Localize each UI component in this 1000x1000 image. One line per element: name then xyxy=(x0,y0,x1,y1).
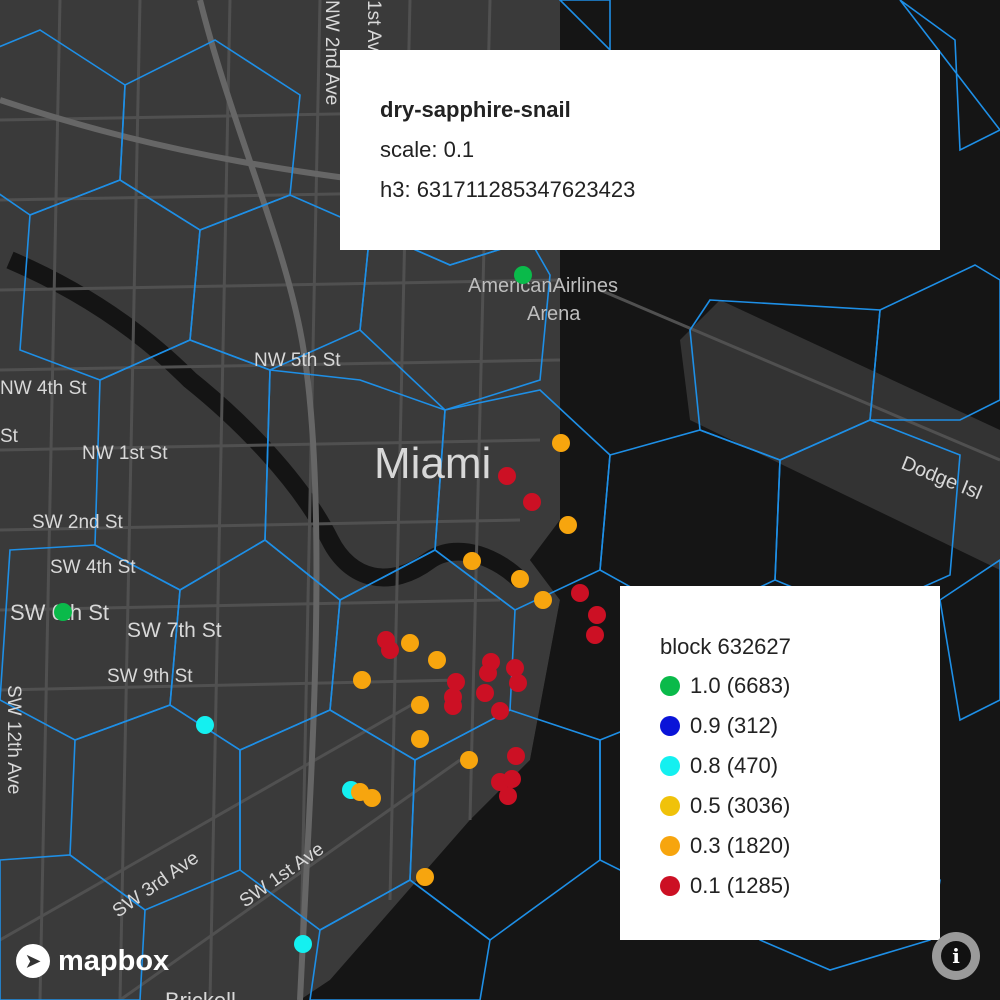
point-0-3 xyxy=(552,434,570,452)
point-0-3 xyxy=(411,696,429,714)
block-name: dry-sapphire-snail xyxy=(380,97,571,122)
street-label: SW 4th St xyxy=(50,557,136,578)
point-0-3 xyxy=(534,591,552,609)
point-0-3 xyxy=(416,868,434,886)
dodge-island xyxy=(680,300,1000,570)
street-label: SW 2nd St xyxy=(32,512,124,533)
street-label: NW 2nd Ave xyxy=(321,0,342,105)
legend-swatch xyxy=(660,796,680,816)
point-0-1 xyxy=(447,673,465,691)
legend-label: 1.0 (6683) xyxy=(690,673,791,698)
legend-swatch xyxy=(660,836,680,856)
arena-label-1: AmericanAirlines xyxy=(468,275,618,297)
street-label: St xyxy=(0,426,19,447)
legend-label: 0.9 (312) xyxy=(690,713,779,738)
info-panel: dry-sapphire-snail scale: 0.1 h3: 631711… xyxy=(340,50,940,250)
legend-title: block 632627 xyxy=(660,634,791,659)
street-label: NW 1st St xyxy=(82,443,168,464)
street-label: SW 12th Ave xyxy=(3,685,24,795)
legend-swatch xyxy=(660,676,680,696)
legend-item: 1.0 (6683) xyxy=(660,673,790,699)
point-0-1 xyxy=(523,493,541,511)
point-1-0 xyxy=(54,603,72,621)
point-0-1 xyxy=(571,584,589,602)
legend-label: 0.8 (470) xyxy=(690,753,779,778)
attribution-button[interactable]: i xyxy=(932,932,980,980)
legend-item: 0.3 (1820) xyxy=(660,833,790,859)
street-label: Brickell xyxy=(165,988,236,1000)
point-0-8 xyxy=(294,935,312,953)
data-points xyxy=(54,266,606,953)
legend-item: 0.1 (1285) xyxy=(660,873,790,899)
h3-label: h3: 631711285347623423 xyxy=(380,177,636,202)
point-0-1 xyxy=(476,684,494,702)
point-0-1 xyxy=(586,626,604,644)
scale-label: scale: 0.1 xyxy=(380,137,475,162)
point-0-1 xyxy=(479,664,497,682)
point-0-1 xyxy=(506,659,524,677)
point-0-3 xyxy=(559,516,577,534)
legend-label: 0.3 (1820) xyxy=(690,833,791,858)
point-0-3 xyxy=(353,671,371,689)
street-label: NW 5th St xyxy=(254,350,341,371)
legend-item: 0.9 (312) xyxy=(660,713,778,739)
city-label: Miami xyxy=(374,439,491,488)
point-0-1 xyxy=(498,467,516,485)
point-1-0 xyxy=(514,266,532,284)
point-0-1 xyxy=(503,770,521,788)
land-area xyxy=(0,0,560,1000)
point-0-3 xyxy=(401,634,419,652)
legend-swatch xyxy=(660,716,680,736)
info-icon: i xyxy=(941,941,971,971)
point-0-3 xyxy=(460,751,478,769)
point-0-1 xyxy=(491,702,509,720)
miami-river xyxy=(6,251,527,587)
legend-swatch xyxy=(660,876,680,896)
point-0-3 xyxy=(463,552,481,570)
point-0-3 xyxy=(411,730,429,748)
point-0-1 xyxy=(444,697,462,715)
arena-label-2: Arena xyxy=(527,303,581,325)
point-0-8 xyxy=(196,716,214,734)
street-label: SW 7th St xyxy=(127,619,222,642)
mapbox-logo-text: mapbox xyxy=(58,944,170,977)
point-0-1 xyxy=(507,747,525,765)
point-0-3 xyxy=(363,789,381,807)
legend-item: 0.5 (3036) xyxy=(660,793,790,819)
legend-item: 0.8 (470) xyxy=(660,753,778,779)
street-label: SW 9th St xyxy=(107,666,193,687)
street-label: 1st Ave xyxy=(363,0,384,62)
point-0-3 xyxy=(511,570,529,588)
point-0-1 xyxy=(509,674,527,692)
legend-label: 0.5 (3036) xyxy=(690,793,791,818)
street-label: NW 4th St xyxy=(0,378,87,399)
legend-label: 0.1 (1285) xyxy=(690,873,791,898)
point-0-1 xyxy=(588,606,606,624)
mapbox-logo[interactable]: ➤ mapbox xyxy=(16,944,169,978)
point-0-1 xyxy=(499,787,517,805)
point-0-1 xyxy=(381,641,399,659)
point-0-3 xyxy=(428,651,446,669)
legend-swatch xyxy=(660,756,680,776)
mapbox-logo-icon: ➤ xyxy=(16,944,50,978)
legend-panel: block 632627 1.0 (6683) 0.9 (312) 0.8 (4… xyxy=(620,586,940,940)
